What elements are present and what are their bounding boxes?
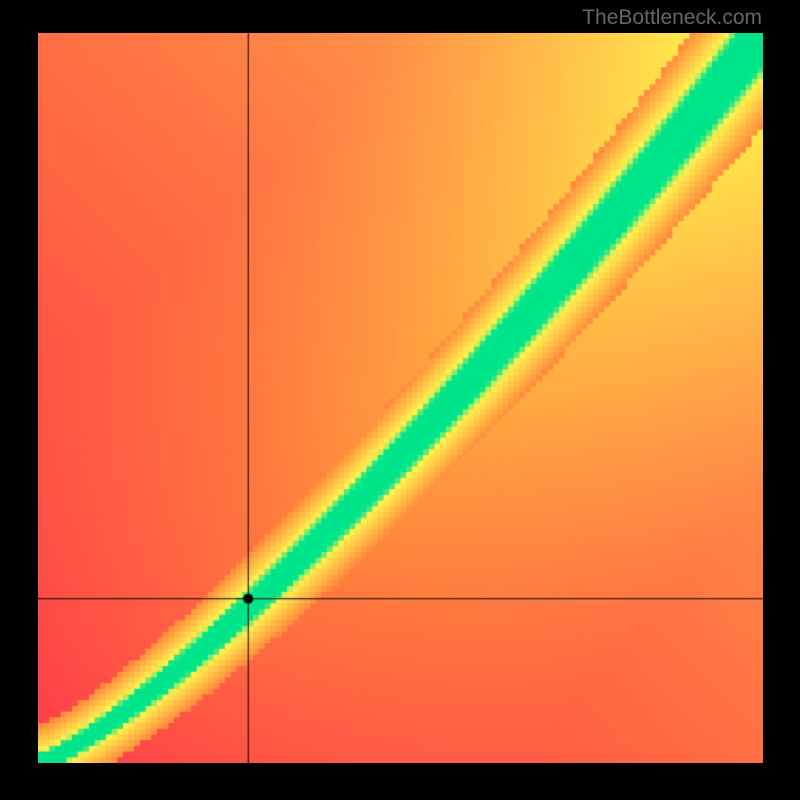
plot-area [38,33,763,763]
heatmap-canvas [38,33,763,763]
watermark-text: TheBottleneck.com [582,6,762,30]
chart-container: TheBottleneck.com [0,0,800,800]
